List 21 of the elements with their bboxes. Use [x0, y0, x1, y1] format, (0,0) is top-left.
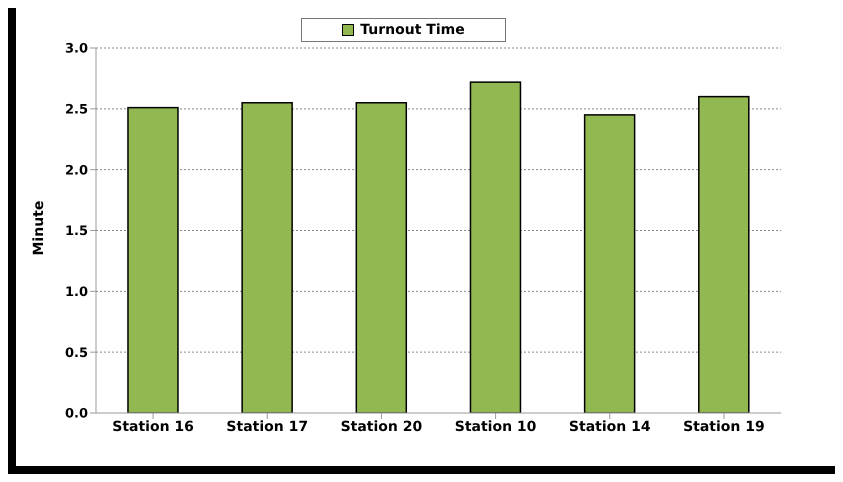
x-tick-label: Station 19 — [683, 418, 765, 435]
y-tick-label: 0.5 — [64, 346, 88, 361]
y-axis-title: Minute — [30, 200, 47, 256]
bar — [241, 102, 293, 413]
x-tick-label: Station 17 — [226, 418, 308, 435]
legend-label: Turnout Time — [359, 22, 465, 38]
bar — [470, 81, 522, 413]
bar — [584, 114, 636, 413]
y-tick-label: 3.0 — [64, 42, 88, 57]
bar — [356, 102, 408, 413]
x-tick-label: Station 20 — [340, 418, 423, 435]
x-tick-label: Station 16 — [112, 418, 194, 435]
bar — [127, 106, 179, 413]
bar — [698, 96, 750, 413]
y-tick-label: 1.5 — [64, 224, 88, 240]
x-tick-label: Station 10 — [454, 418, 537, 435]
x-tick-label: Station 14 — [568, 418, 651, 435]
y-tick-label: 0.0 — [64, 406, 88, 422]
y-tick-label: 2.0 — [64, 163, 88, 178]
y-tick-label: 1.0 — [64, 284, 88, 300]
y-tick-label: 2.5 — [64, 102, 88, 118]
